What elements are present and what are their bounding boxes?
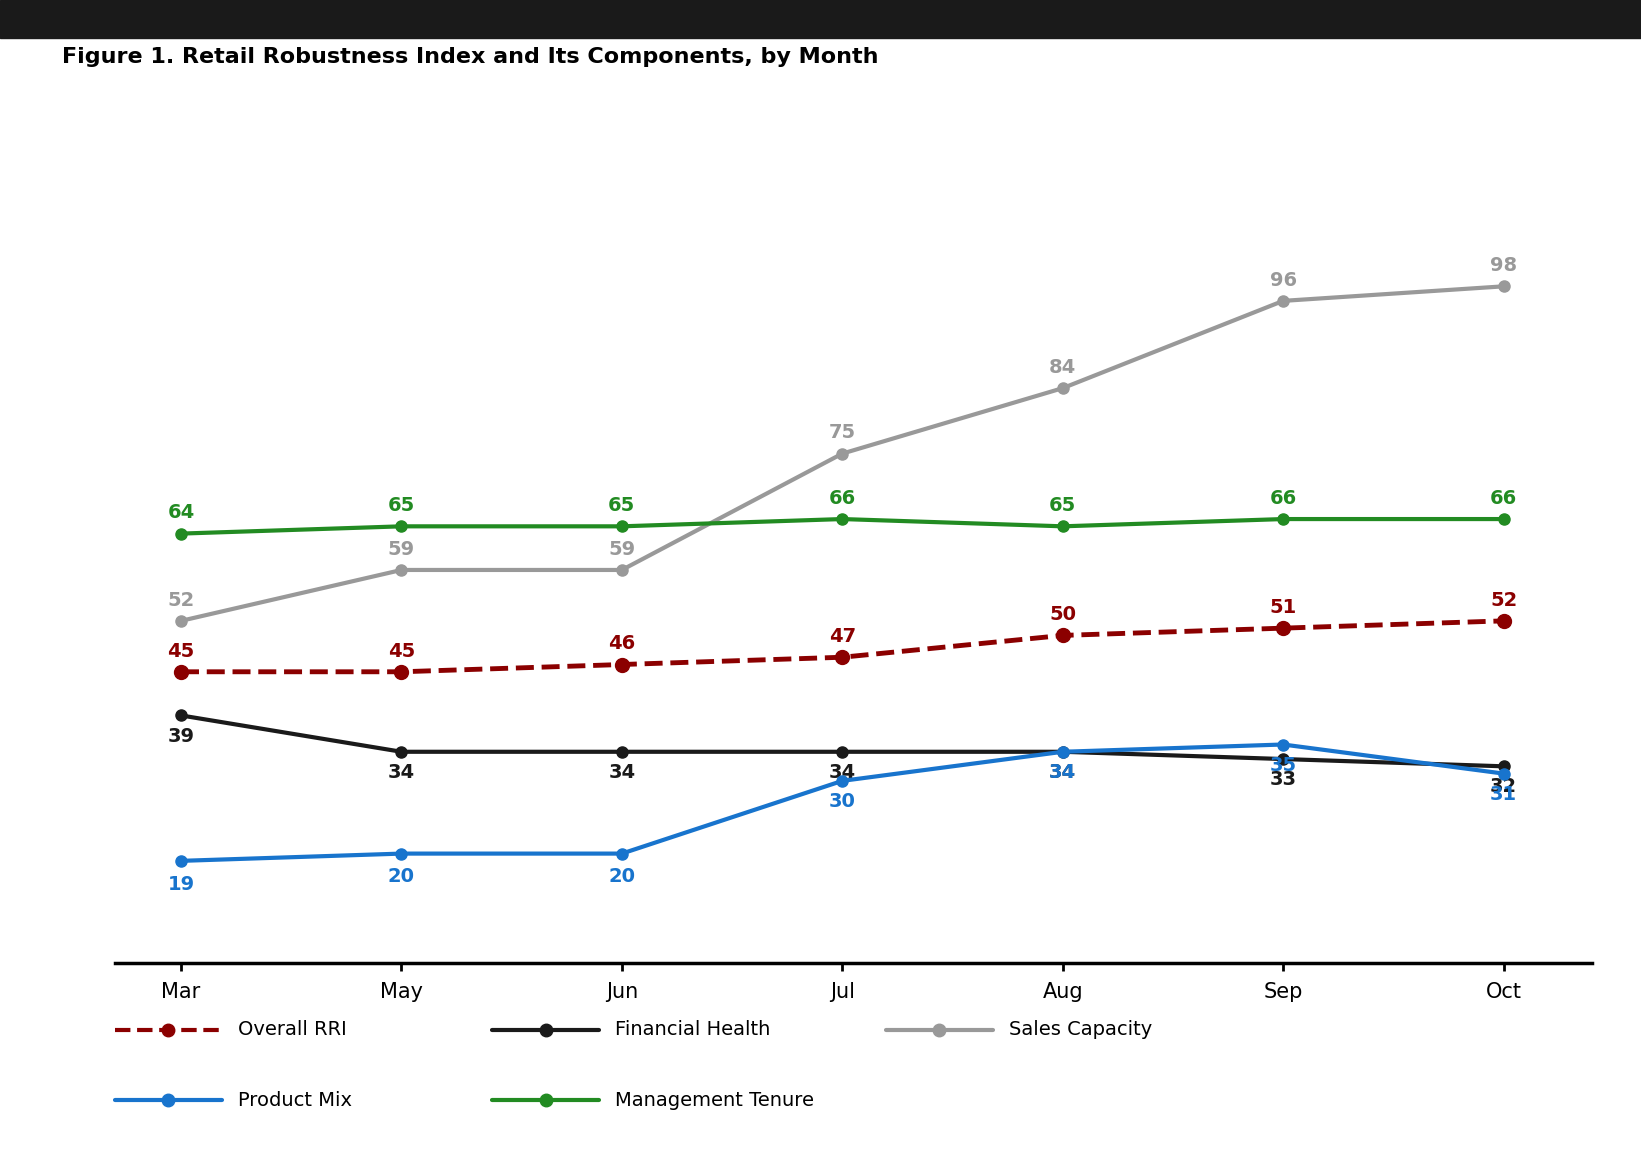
Text: 19: 19 <box>167 875 195 893</box>
Text: 32: 32 <box>1490 777 1518 796</box>
Text: 59: 59 <box>387 540 415 559</box>
Text: 66: 66 <box>1270 488 1296 508</box>
Text: Sales Capacity: Sales Capacity <box>1009 1020 1152 1039</box>
Text: 20: 20 <box>387 868 415 886</box>
Text: 35: 35 <box>1270 756 1296 775</box>
Product Mix <box>392 846 412 861</box>
Text: 66: 66 <box>1490 488 1518 508</box>
Text: 46: 46 <box>609 634 635 654</box>
Text: 30: 30 <box>829 792 855 811</box>
Text: 66: 66 <box>829 488 857 508</box>
Text: 31: 31 <box>1490 784 1518 804</box>
Overall RRI <box>1493 614 1513 628</box>
Sales Capacity <box>392 562 412 576</box>
Overall RRI <box>832 650 852 664</box>
Text: 64: 64 <box>167 504 195 522</box>
Overall RRI <box>1273 621 1293 635</box>
Text: 52: 52 <box>1490 591 1518 609</box>
Text: 65: 65 <box>1049 497 1076 515</box>
Management Tenure <box>1273 512 1293 526</box>
Product Mix <box>1054 744 1073 758</box>
Overall RRI <box>1054 628 1073 642</box>
Text: 96: 96 <box>1270 271 1296 290</box>
Text: Product Mix: Product Mix <box>238 1091 351 1109</box>
Sales Capacity <box>1054 382 1073 396</box>
Text: Management Tenure: Management Tenure <box>615 1091 814 1109</box>
Product Mix <box>612 846 632 861</box>
Management Tenure <box>612 519 632 533</box>
Line: Product Mix: Product Mix <box>176 738 1510 866</box>
Text: 52: 52 <box>167 591 195 609</box>
Text: 50: 50 <box>1049 606 1076 625</box>
Product Mix <box>1273 737 1293 751</box>
Text: 34: 34 <box>387 763 415 782</box>
Text: 45: 45 <box>167 642 195 661</box>
Management Tenure <box>832 512 852 526</box>
Financial Health <box>1493 760 1513 774</box>
Financial Health <box>832 744 852 758</box>
Financial Health <box>1054 744 1073 758</box>
Sales Capacity <box>1493 279 1513 294</box>
Text: 45: 45 <box>387 642 415 661</box>
Text: 65: 65 <box>609 497 635 515</box>
Text: 33: 33 <box>1270 770 1296 789</box>
Management Tenure <box>1493 512 1513 526</box>
Text: Financial Health: Financial Health <box>615 1020 771 1039</box>
Text: Figure 1. Retail Robustness Index and Its Components, by Month: Figure 1. Retail Robustness Index and It… <box>62 47 880 67</box>
Sales Capacity <box>1273 294 1293 308</box>
Product Mix <box>832 774 852 788</box>
Overall RRI <box>171 664 190 679</box>
Text: 47: 47 <box>829 627 857 646</box>
Financial Health <box>171 708 190 722</box>
Text: 59: 59 <box>609 540 635 559</box>
Text: 84: 84 <box>1049 358 1076 377</box>
Line: Financial Health: Financial Health <box>176 710 1510 771</box>
Text: 34: 34 <box>829 763 857 782</box>
Text: 51: 51 <box>1270 598 1296 618</box>
Sales Capacity <box>612 562 632 576</box>
Text: 39: 39 <box>167 727 195 745</box>
Management Tenure <box>171 527 190 541</box>
Management Tenure <box>392 519 412 533</box>
Text: 98: 98 <box>1490 256 1518 275</box>
Text: 20: 20 <box>609 868 635 886</box>
Management Tenure <box>1054 519 1073 533</box>
Line: Sales Capacity: Sales Capacity <box>176 281 1510 627</box>
Text: 65: 65 <box>387 497 415 515</box>
Text: 34: 34 <box>1049 763 1076 782</box>
Product Mix <box>171 853 190 868</box>
Text: Overall RRI: Overall RRI <box>238 1020 346 1039</box>
Sales Capacity <box>832 446 852 460</box>
Text: 34: 34 <box>609 763 635 782</box>
Overall RRI <box>612 657 632 672</box>
Text: 34: 34 <box>1049 763 1076 782</box>
Financial Health <box>612 744 632 758</box>
Overall RRI <box>392 664 412 679</box>
Text: 75: 75 <box>829 424 857 443</box>
Sales Capacity <box>171 614 190 628</box>
Financial Health <box>392 744 412 758</box>
Line: Overall RRI: Overall RRI <box>174 614 1511 679</box>
Product Mix <box>1493 767 1513 781</box>
Financial Health <box>1273 753 1293 767</box>
Line: Management Tenure: Management Tenure <box>176 513 1510 539</box>
